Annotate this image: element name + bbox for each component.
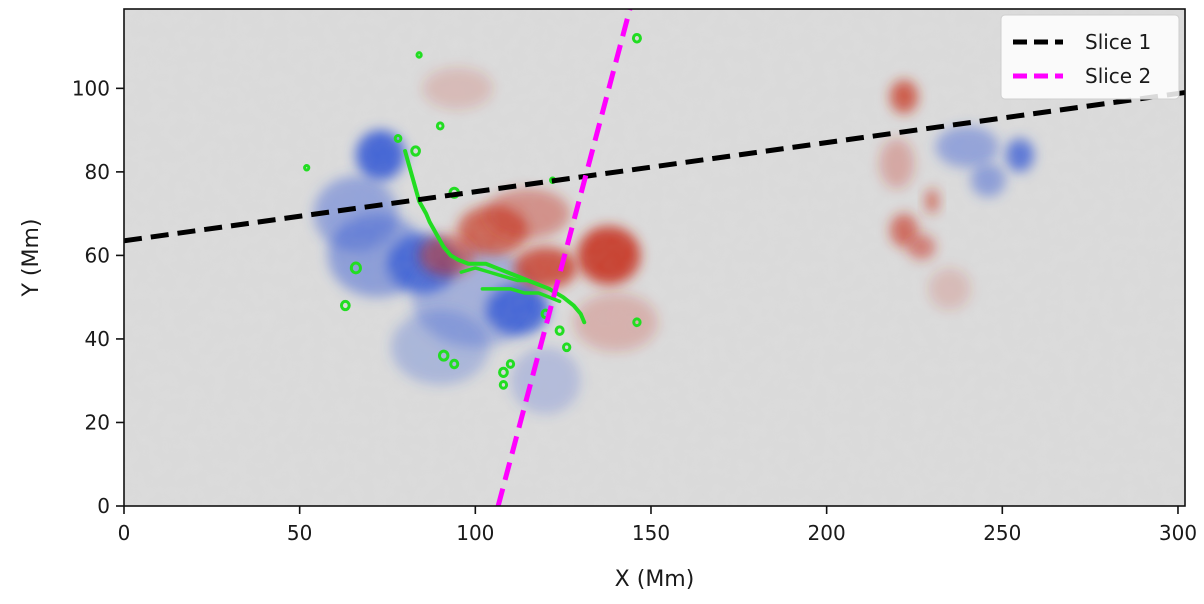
x-tick-label-200: 200 xyxy=(808,521,846,545)
slice-lines xyxy=(124,9,1185,506)
y-axis-label: Y (Mm) xyxy=(19,218,44,297)
pil-blob-0 xyxy=(410,145,421,157)
pil-blob-6 xyxy=(437,349,450,362)
pil-blob-4 xyxy=(349,261,362,275)
legend-label-slice-2: Slice 2 xyxy=(1085,64,1151,88)
y-tick-label-0: 0 xyxy=(97,494,110,518)
pil-blob-14 xyxy=(632,317,642,328)
y-tick-label-40: 40 xyxy=(85,327,110,351)
y-axis: 0 20 40 60 80 100 xyxy=(72,76,124,518)
x-tick-label-300: 300 xyxy=(1159,521,1197,545)
pil-blob-7 xyxy=(449,358,460,370)
pil-blob-13 xyxy=(562,342,572,353)
pil-blob-16 xyxy=(415,51,423,59)
pil-blob-12 xyxy=(554,325,565,336)
y-tick-label-80: 80 xyxy=(85,160,110,184)
pil-blob-15 xyxy=(631,32,642,44)
slice-line-2 xyxy=(495,9,633,506)
pil-branch-0 xyxy=(459,266,541,287)
pil-blob-17 xyxy=(303,163,311,172)
pil-blob-8 xyxy=(498,366,509,378)
plot-frame xyxy=(123,8,1186,507)
x-axis-label: X (Mm) xyxy=(615,567,695,592)
x-tick-label-0: 0 xyxy=(118,521,131,545)
pil-blob-9 xyxy=(505,359,516,369)
x-tick-label-100: 100 xyxy=(456,521,494,545)
pil-branch-1 xyxy=(480,287,562,304)
legend-label-slice-1: Slice 1 xyxy=(1085,30,1151,54)
y-tick-label-20: 20 xyxy=(85,410,110,434)
x-axis: 0 50 100 150 200 250 300 xyxy=(118,506,1197,545)
pil-blob-5 xyxy=(339,299,351,312)
legend: Slice 1 Slice 2 xyxy=(1000,14,1180,100)
x-tick-label-50: 50 xyxy=(287,521,312,545)
pil-blob-1 xyxy=(393,133,403,143)
slice-line-1 xyxy=(124,90,1185,244)
x-tick-label-250: 250 xyxy=(983,521,1021,545)
x-tick-label-150: 150 xyxy=(632,521,670,545)
pil-blob-2 xyxy=(435,121,445,131)
y-tick-label-60: 60 xyxy=(85,243,110,267)
y-tick-label-100: 100 xyxy=(72,76,110,100)
pil-blob-10 xyxy=(498,379,509,390)
